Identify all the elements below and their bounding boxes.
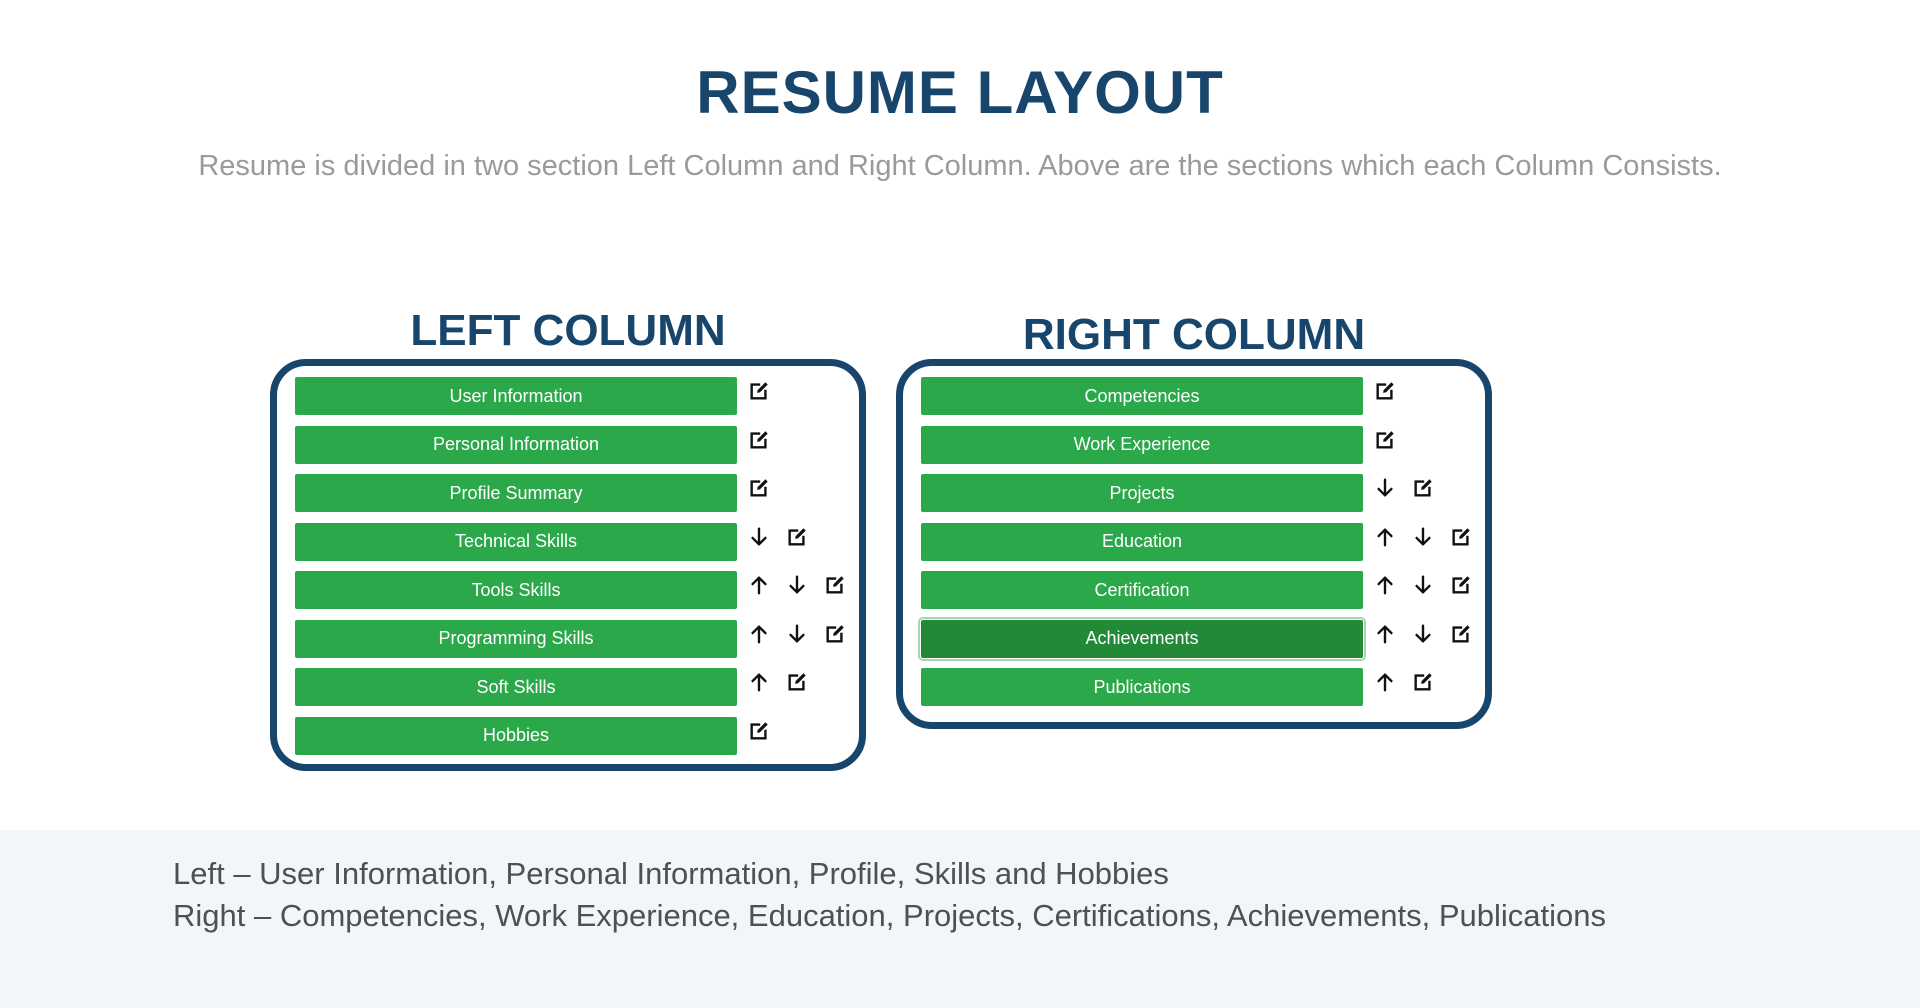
arrow-down-icon[interactable] bbox=[784, 621, 810, 647]
arrow-up-icon[interactable] bbox=[1372, 524, 1398, 550]
section-button-education[interactable]: Education bbox=[921, 522, 1363, 561]
section-button-soft-skills[interactable]: Soft Skills bbox=[295, 668, 737, 706]
section-button-work-experience[interactable]: Work Experience bbox=[921, 425, 1363, 464]
edit-icon[interactable] bbox=[746, 475, 772, 501]
arrow-down-icon[interactable] bbox=[746, 524, 772, 550]
arrow-down-icon[interactable] bbox=[784, 572, 810, 598]
left-column-row: User Information bbox=[295, 377, 855, 415]
footer-left-summary: Left – User Information, Personal Inform… bbox=[173, 856, 1169, 891]
left-column-row: Soft Skills bbox=[295, 668, 855, 706]
edit-icon[interactable] bbox=[784, 669, 810, 695]
edit-icon[interactable] bbox=[1448, 524, 1474, 550]
footer-summary: Left – User Information, Personal Inform… bbox=[0, 830, 1920, 1008]
section-button-certification[interactable]: Certification bbox=[921, 571, 1363, 609]
arrow-up-icon[interactable] bbox=[746, 669, 772, 695]
edit-icon[interactable] bbox=[1372, 378, 1398, 404]
left-column-row: Hobbies bbox=[295, 716, 855, 755]
left-column-row: Personal Information bbox=[295, 425, 855, 464]
section-button-personal-information[interactable]: Personal Information bbox=[295, 425, 737, 464]
right-column-row: Certification bbox=[921, 571, 1481, 609]
edit-icon[interactable] bbox=[822, 621, 848, 647]
section-button-user-information[interactable]: User Information bbox=[295, 377, 737, 415]
footer-right-summary: Right – Competencies, Work Experience, E… bbox=[173, 898, 1606, 933]
arrow-up-icon[interactable] bbox=[1372, 621, 1398, 647]
right-column-row: Achievements bbox=[918, 616, 1481, 661]
section-button-publications[interactable]: Publications bbox=[921, 668, 1363, 706]
edit-icon[interactable] bbox=[1448, 621, 1474, 647]
arrow-up-icon[interactable] bbox=[746, 621, 772, 647]
section-button-technical-skills[interactable]: Technical Skills bbox=[295, 522, 737, 561]
section-button-tools-skills[interactable]: Tools Skills bbox=[295, 571, 737, 609]
right-column-heading: RIGHT COLUMN bbox=[1022, 310, 1366, 359]
left-column-row: Tools Skills bbox=[295, 571, 855, 609]
arrow-down-icon[interactable] bbox=[1372, 475, 1398, 501]
arrow-up-icon[interactable] bbox=[1372, 572, 1398, 598]
section-button-programming-skills[interactable]: Programming Skills bbox=[295, 619, 737, 658]
page-title: RESUME LAYOUT bbox=[696, 59, 1224, 126]
right-column-row: Projects bbox=[921, 474, 1481, 512]
left-column-heading: LEFT COLUMN bbox=[410, 306, 726, 355]
arrow-up-icon[interactable] bbox=[1372, 669, 1398, 695]
edit-icon[interactable] bbox=[1410, 475, 1436, 501]
edit-icon[interactable] bbox=[746, 427, 772, 453]
section-button-competencies[interactable]: Competencies bbox=[921, 377, 1363, 415]
left-column-panel bbox=[270, 359, 866, 771]
edit-icon[interactable] bbox=[746, 378, 772, 404]
edit-icon[interactable] bbox=[784, 524, 810, 550]
left-column-row: Profile Summary bbox=[295, 474, 855, 512]
left-column-row: Programming Skills bbox=[295, 619, 855, 658]
right-column-row: Competencies bbox=[921, 377, 1481, 415]
edit-icon[interactable] bbox=[822, 572, 848, 598]
page-subtitle: Resume is divided in two section Left Co… bbox=[198, 150, 1722, 182]
section-button-profile-summary[interactable]: Profile Summary bbox=[295, 474, 737, 512]
edit-icon[interactable] bbox=[1372, 427, 1398, 453]
edit-icon[interactable] bbox=[1448, 572, 1474, 598]
arrow-down-icon[interactable] bbox=[1410, 524, 1436, 550]
edit-icon[interactable] bbox=[1410, 669, 1436, 695]
right-column-row: Work Experience bbox=[921, 425, 1481, 464]
section-button-projects[interactable]: Projects bbox=[921, 474, 1363, 512]
section-button-hobbies[interactable]: Hobbies bbox=[295, 716, 737, 755]
section-button-achievements[interactable]: Achievements bbox=[918, 616, 1366, 661]
right-column-row: Education bbox=[921, 522, 1481, 561]
left-column-row: Technical Skills bbox=[295, 522, 855, 561]
arrow-up-icon[interactable] bbox=[746, 572, 772, 598]
right-column-row: Publications bbox=[921, 668, 1481, 706]
arrow-down-icon[interactable] bbox=[1410, 621, 1436, 647]
arrow-down-icon[interactable] bbox=[1410, 572, 1436, 598]
edit-icon[interactable] bbox=[746, 718, 772, 744]
